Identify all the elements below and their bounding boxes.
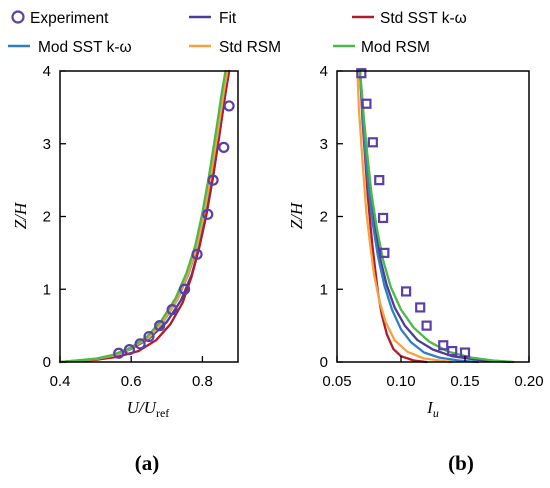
panel-b-series: [356, 68, 515, 364]
legend: Experiment Fit Std SST k-ω Mod SST k-ω S…: [8, 10, 467, 56]
panel-b: 0.05 0.10 0.15 0.20 0 1 2 3 4 Z/H Iu (b): [287, 63, 544, 475]
panel-a-point-experiment: [123, 344, 136, 356]
panel-a-y-axis-label: Z/H: [11, 201, 30, 229]
panel-a-y-tick-label: 4: [43, 63, 51, 80]
panel-a-ticks: 0.4 0.6 0.8 0 1 2 3 4: [43, 63, 213, 390]
panel-b-x-tick-label: 0.15: [450, 373, 479, 390]
panel-b-series-mod-sst-k-w: [358, 69, 479, 364]
panel-a-label: (a): [135, 451, 160, 475]
legend-label-mod-sst: Mod SST k-ω: [38, 39, 132, 56]
panel-b-point-experiment: [379, 247, 390, 258]
panel-a-x-tick-label: 0.6: [121, 373, 142, 390]
panel-a-y-tick-label: 1: [43, 281, 51, 298]
panel-b-y-tick-label: 3: [320, 136, 328, 153]
panel-b-y-tick-label: 0: [320, 354, 328, 371]
legend-entry-std-rsm: Std RSM: [189, 39, 281, 56]
legend-label-std-sst: Std SST k-ω: [380, 10, 467, 27]
panel-a-x-tick-label: 0.4: [50, 373, 71, 390]
panel-b-point-experiment: [415, 302, 426, 313]
legend-entry-mod-sst: Mod SST k-ω: [8, 39, 132, 56]
panel-a-point-experiment: [223, 100, 235, 112]
panel-a-x-axis-label-sub: ref: [156, 406, 169, 420]
panel-b-y-tick-label: 2: [320, 209, 328, 226]
panel-b-point-experiment: [438, 340, 449, 351]
panel-b-frame: [336, 70, 530, 363]
panel-b-point-experiment: [401, 286, 412, 297]
panel-b-ticks: 0.05 0.10 0.15 0.20 0 1 2 3 4: [320, 63, 544, 390]
panel-a-point-experiment: [143, 330, 155, 343]
panel-a-point-experiment: [154, 320, 166, 332]
panel-a-point-experiment: [113, 347, 125, 359]
panel-b-point-experiment: [361, 98, 372, 109]
panel-a-point-experiment: [166, 304, 178, 316]
panel-b-point-experiment: [377, 212, 389, 224]
panel-a-y-tick-label: 2: [43, 209, 51, 226]
panel-a-point-experiment: [179, 283, 191, 295]
panel-b-point-experiment: [356, 68, 367, 79]
legend-entry-experiment: Experiment: [11, 10, 109, 27]
panel-b-point-experiment: [447, 345, 458, 357]
panel-b-x-axis-label-sub: u: [433, 406, 439, 420]
panel-b-y-axis-label: Z/H: [287, 201, 306, 229]
panel-b-point-experiment: [374, 175, 385, 186]
panel-a-frame: [59, 70, 239, 363]
panel-b-x-axis-label: Iu: [426, 398, 439, 420]
panel-b-series-std-rsm: [356, 69, 454, 364]
panel-a-point-experiment: [191, 248, 203, 260]
panel-b-x-tick-label: 0.20: [514, 373, 543, 390]
panel-b-point-experiment: [367, 137, 378, 148]
panel-a-point-experiment: [218, 141, 230, 153]
panel-a-y-tick-label: 3: [43, 136, 51, 153]
panel-b-x-tick-label: 0.10: [386, 373, 415, 390]
legend-marker-experiment: [11, 10, 25, 24]
panel-a-series-mod-rsm: [58, 69, 227, 364]
legend-label-experiment: Experiment: [30, 10, 109, 27]
panel-a-y-tick-label: 0: [43, 354, 51, 371]
panel-b-series-std-sst-k-w: [358, 69, 428, 364]
panel-b-x-axis-label-main: I: [426, 398, 434, 417]
panel-a: 0.4 0.6 0.8 0 1 2 3 4 Z/H U/Uref (a): [11, 63, 239, 475]
panel-b-y-tick-label: 1: [320, 281, 328, 298]
panel-b-point-experiment: [421, 320, 432, 331]
panel-a-x-tick-label: 0.8: [192, 373, 213, 390]
panel-a-x-axis-label-main: U/U: [127, 398, 158, 417]
panel-a-series: [58, 69, 235, 364]
panel-a-point-experiment: [202, 208, 214, 220]
panel-a-point-experiment: [207, 174, 219, 186]
legend-entry-mod-rsm: Mod RSM: [333, 39, 430, 56]
legend-label-fit: Fit: [219, 10, 237, 27]
panel-b-label: (b): [448, 451, 474, 475]
panel-b-x-tick-label: 0.05: [322, 373, 351, 390]
legend-label-std-rsm: Std RSM: [219, 39, 281, 56]
legend-entry-std-sst: Std SST k-ω: [352, 10, 467, 27]
legend-entry-fit: Fit: [189, 10, 237, 27]
panel-a-point-experiment: [134, 338, 146, 350]
panel-b-y-tick-label: 4: [320, 63, 328, 80]
panel-a-series-std-sst-k-w: [58, 69, 231, 364]
panel-a-x-axis-label: U/Uref: [127, 398, 170, 420]
legend-label-mod-rsm: Mod RSM: [361, 39, 430, 56]
